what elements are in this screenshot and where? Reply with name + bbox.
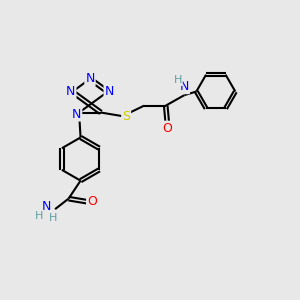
Text: N: N (42, 200, 51, 213)
Text: H: H (49, 213, 57, 223)
Text: N: N (66, 85, 76, 98)
Text: N: N (85, 72, 95, 86)
Text: O: O (162, 122, 172, 135)
Text: N: N (104, 85, 114, 98)
Text: N: N (72, 107, 81, 121)
Text: S: S (122, 110, 130, 123)
Text: O: O (87, 195, 97, 208)
Text: N: N (180, 80, 189, 93)
Text: H: H (35, 211, 44, 221)
Text: H: H (173, 75, 182, 85)
